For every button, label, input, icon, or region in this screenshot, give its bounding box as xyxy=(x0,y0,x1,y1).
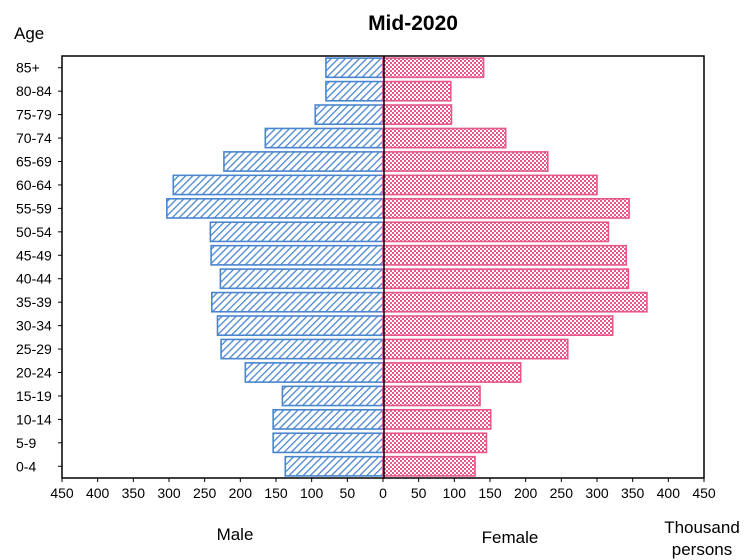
bar-female-40-44 xyxy=(382,268,630,290)
x-tick-label: 150 xyxy=(478,485,502,501)
female-side-label: Female xyxy=(482,528,539,547)
bar-female-85+ xyxy=(382,57,485,79)
bar-male-20-24 xyxy=(244,362,384,383)
bar-male-25-29 xyxy=(220,338,384,360)
bar-female-35-39 xyxy=(382,291,648,313)
bar-female-55-59 xyxy=(382,197,630,219)
bar-male-10-14 xyxy=(272,408,384,430)
x-tick-label: 100 xyxy=(443,485,467,501)
x-tick-label: 400 xyxy=(86,485,110,501)
x-tick-label: 150 xyxy=(264,485,288,501)
y-tick-label-35-39: 35-39 xyxy=(16,294,52,310)
y-tick-label-20-24: 20-24 xyxy=(16,365,52,381)
y-tick-label-65-69: 65-69 xyxy=(16,154,52,170)
bar-male-30-34 xyxy=(216,315,384,337)
x-tick-label: 450 xyxy=(692,485,716,501)
y-tick-label-5-9: 5-9 xyxy=(16,435,36,451)
x-tick-label: 200 xyxy=(229,485,253,501)
x-unit-label-line1: Thousand xyxy=(664,518,740,537)
x-tick-label: 450 xyxy=(50,485,74,501)
bar-male-70-74 xyxy=(264,127,384,149)
y-tick-label-0-4: 0-4 xyxy=(16,458,36,474)
x-tick-label: 0 xyxy=(379,485,387,501)
x-tick-label: 50 xyxy=(411,485,427,501)
bar-male-45-49 xyxy=(210,244,384,266)
x-tick-label: 250 xyxy=(550,485,574,501)
bar-male-55-59 xyxy=(166,197,384,219)
bar-male-75-79 xyxy=(314,104,384,126)
bar-male-85+ xyxy=(325,57,384,79)
male-side-label: Male xyxy=(217,525,254,544)
y-tick-label-60-64: 60-64 xyxy=(16,177,52,193)
bar-female-30-34 xyxy=(382,315,614,337)
y-tick-label-15-19: 15-19 xyxy=(16,388,52,404)
x-tick-label: 300 xyxy=(157,485,181,501)
x-tick-label: 250 xyxy=(193,485,217,501)
bar-male-35-39 xyxy=(211,291,384,313)
bar-male-0-4 xyxy=(284,455,384,477)
bar-female-80-84 xyxy=(382,80,452,102)
plot-frame xyxy=(61,55,705,479)
x-unit-label-line2: persons xyxy=(672,540,732,559)
bar-male-65-69 xyxy=(223,151,384,172)
y-tick-label-45-49: 45-49 xyxy=(16,247,52,263)
bar-male-15-19 xyxy=(281,385,384,407)
y-tick-label-85+: 85+ xyxy=(16,60,40,76)
bar-female-15-19 xyxy=(382,385,481,407)
bar-female-25-29 xyxy=(382,338,569,360)
bar-female-20-24 xyxy=(382,362,522,383)
x-tick-label: 350 xyxy=(122,485,146,501)
y-tick-label-10-14: 10-14 xyxy=(16,411,52,427)
x-tick-label: 200 xyxy=(514,485,538,501)
bar-female-5-9 xyxy=(382,432,488,454)
x-tick-label: 50 xyxy=(340,485,356,501)
bar-male-50-54 xyxy=(209,221,384,243)
bar-female-0-4 xyxy=(382,455,476,477)
y-tick-label-75-79: 75-79 xyxy=(16,107,52,123)
y-tick-label-50-54: 50-54 xyxy=(16,224,52,240)
chart-title: Mid-2020 xyxy=(368,12,458,35)
bar-male-40-44 xyxy=(219,268,384,290)
y-tick-label-25-29: 25-29 xyxy=(16,341,52,357)
bar-female-45-49 xyxy=(382,244,628,266)
bar-female-60-64 xyxy=(382,174,598,196)
bar-female-10-14 xyxy=(382,408,492,430)
bar-female-65-69 xyxy=(382,151,549,172)
bar-female-70-74 xyxy=(382,127,507,149)
x-tick-label: 300 xyxy=(585,485,609,501)
bar-male-80-84 xyxy=(325,80,384,102)
y-tick-label-80-84: 80-84 xyxy=(16,83,52,99)
y-tick-label-30-34: 30-34 xyxy=(16,318,52,334)
bar-female-50-54 xyxy=(382,221,610,243)
x-tick-label: 400 xyxy=(657,485,681,501)
bar-male-5-9 xyxy=(272,432,384,454)
bar-female-75-79 xyxy=(382,104,453,126)
y-tick-label-40-44: 40-44 xyxy=(16,271,52,287)
x-tick-label: 100 xyxy=(300,485,324,501)
bar-male-60-64 xyxy=(172,174,384,196)
y-tick-label-70-74: 70-74 xyxy=(16,130,52,146)
y-tick-label-55-59: 55-59 xyxy=(16,200,52,216)
x-tick-label: 350 xyxy=(621,485,645,501)
y-axis-title: Age xyxy=(14,24,44,43)
